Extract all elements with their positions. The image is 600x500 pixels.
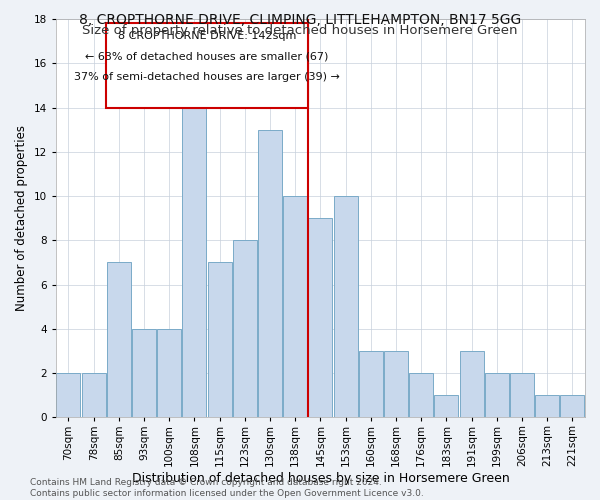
Bar <box>107 262 131 418</box>
Text: 37% of semi-detached houses are larger (39) →: 37% of semi-detached houses are larger (… <box>74 72 340 82</box>
Bar <box>106 24 308 107</box>
Text: ← 63% of detached houses are smaller (67): ← 63% of detached houses are smaller (67… <box>85 51 329 61</box>
Text: Contains HM Land Registry data © Crown copyright and database right 2024.
Contai: Contains HM Land Registry data © Crown c… <box>30 478 424 498</box>
Bar <box>157 329 181 418</box>
Bar <box>485 373 509 418</box>
Bar <box>409 373 433 418</box>
Bar <box>56 373 80 418</box>
Bar <box>359 351 383 418</box>
Bar <box>132 329 156 418</box>
Bar <box>460 351 484 418</box>
Text: Size of property relative to detached houses in Horsemere Green: Size of property relative to detached ho… <box>82 24 518 37</box>
Bar <box>434 395 458 417</box>
Text: 8, CROPTHORNE DRIVE, CLIMPING, LITTLEHAMPTON, BN17 5GG: 8, CROPTHORNE DRIVE, CLIMPING, LITTLEHAM… <box>79 12 521 26</box>
Bar <box>308 218 332 418</box>
Bar <box>560 395 584 417</box>
Y-axis label: Number of detached properties: Number of detached properties <box>15 125 28 311</box>
Bar <box>384 351 408 418</box>
Bar <box>510 373 534 418</box>
Bar <box>182 108 206 418</box>
Bar <box>233 240 257 418</box>
Bar <box>334 196 358 418</box>
Bar <box>82 373 106 418</box>
Bar <box>208 262 232 418</box>
Bar <box>258 130 282 418</box>
Text: 8 CROPTHORNE DRIVE: 142sqm: 8 CROPTHORNE DRIVE: 142sqm <box>118 31 296 41</box>
Bar <box>535 395 559 417</box>
X-axis label: Distribution of detached houses by size in Horsemere Green: Distribution of detached houses by size … <box>131 472 509 485</box>
Bar <box>283 196 307 418</box>
